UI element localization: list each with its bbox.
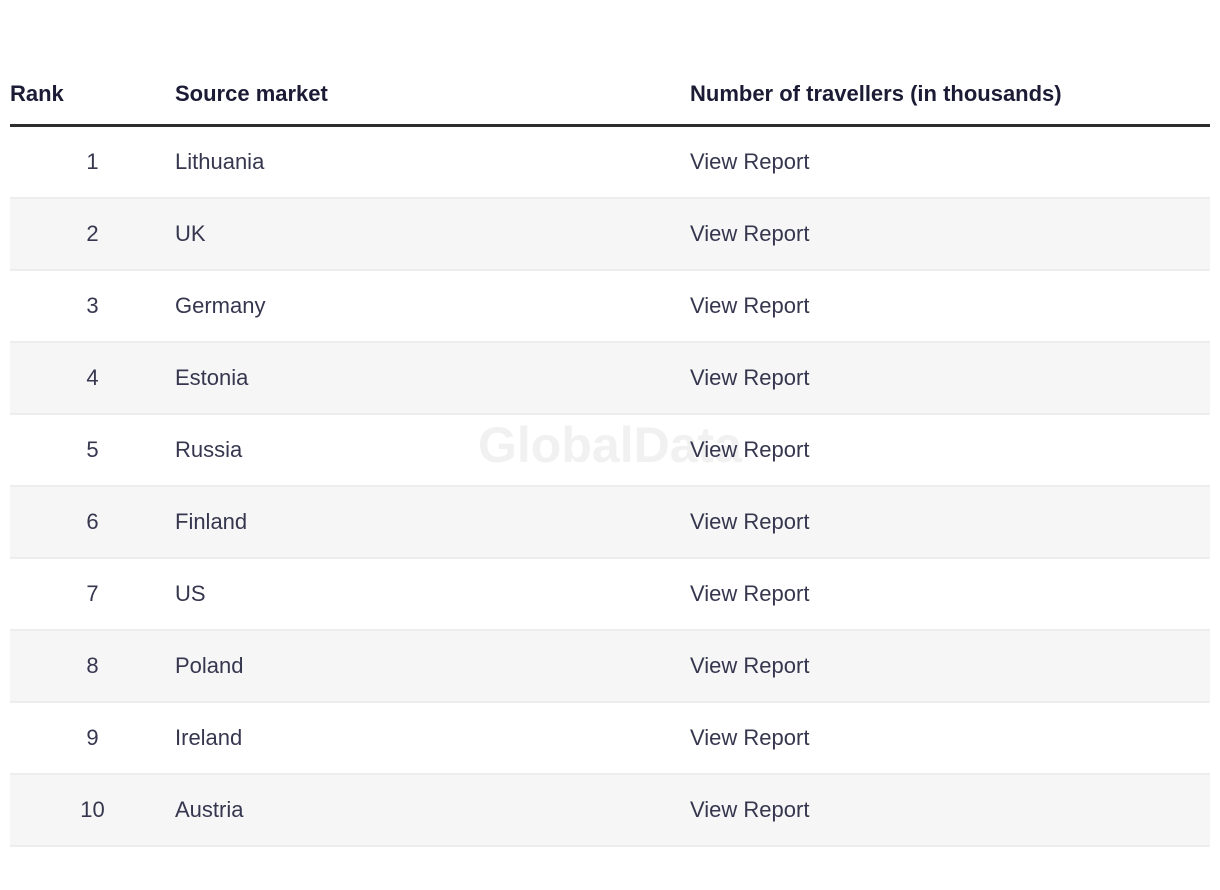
table-row: 9 Ireland View Report bbox=[10, 702, 1210, 775]
table-header-row: Rank Source market Number of travellers … bbox=[10, 64, 1210, 127]
travellers-cell: View Report bbox=[690, 486, 1210, 559]
view-report-link[interactable]: View Report bbox=[690, 221, 810, 246]
rank-cell: 7 bbox=[10, 558, 175, 631]
view-report-link[interactable]: View Report bbox=[690, 293, 810, 318]
market-cell: US bbox=[175, 558, 690, 631]
view-report-link[interactable]: View Report bbox=[690, 437, 810, 462]
column-header-number-of-travellers: Number of travellers (in thousands) bbox=[690, 64, 1210, 127]
market-cell: Ireland bbox=[175, 702, 690, 775]
travellers-cell: View Report bbox=[690, 774, 1210, 847]
rank-cell: 3 bbox=[10, 270, 175, 343]
travellers-cell: View Report bbox=[690, 198, 1210, 271]
table-row: 5 Russia View Report bbox=[10, 414, 1210, 487]
table-row: 8 Poland View Report bbox=[10, 630, 1210, 703]
view-report-link[interactable]: View Report bbox=[690, 149, 810, 174]
table-row: 1 Lithuania View Report bbox=[10, 125, 1210, 199]
rank-cell: 1 bbox=[10, 125, 175, 199]
column-header-source-market: Source market bbox=[175, 64, 690, 127]
table-row: 10 Austria View Report bbox=[10, 774, 1210, 847]
view-report-link[interactable]: View Report bbox=[690, 365, 810, 390]
travellers-cell: View Report bbox=[690, 630, 1210, 703]
market-cell: Germany bbox=[175, 270, 690, 343]
market-cell: Finland bbox=[175, 486, 690, 559]
travellers-cell: View Report bbox=[690, 702, 1210, 775]
view-report-link[interactable]: View Report bbox=[690, 581, 810, 606]
market-cell: Austria bbox=[175, 774, 690, 847]
table-header: Rank Source market Number of travellers … bbox=[10, 64, 1210, 127]
rank-cell: 4 bbox=[10, 342, 175, 415]
source-market-table: Rank Source market Number of travellers … bbox=[10, 64, 1210, 847]
market-cell: Russia bbox=[175, 414, 690, 487]
market-cell: UK bbox=[175, 198, 690, 271]
travellers-cell: View Report bbox=[690, 342, 1210, 415]
market-cell: Poland bbox=[175, 630, 690, 703]
view-report-link[interactable]: View Report bbox=[690, 797, 810, 822]
rank-cell: 2 bbox=[10, 198, 175, 271]
table-row: 6 Finland View Report bbox=[10, 486, 1210, 559]
table-row: 2 UK View Report bbox=[10, 198, 1210, 271]
table-row: 7 US View Report bbox=[10, 558, 1210, 631]
rank-cell: 8 bbox=[10, 630, 175, 703]
view-report-link[interactable]: View Report bbox=[690, 509, 810, 534]
market-cell: Estonia bbox=[175, 342, 690, 415]
rank-cell: 10 bbox=[10, 774, 175, 847]
view-report-link[interactable]: View Report bbox=[690, 725, 810, 750]
market-cell: Lithuania bbox=[175, 125, 690, 199]
table-row: 3 Germany View Report bbox=[10, 270, 1210, 343]
travellers-cell: View Report bbox=[690, 558, 1210, 631]
column-header-rank: Rank bbox=[10, 64, 175, 127]
rank-cell: 6 bbox=[10, 486, 175, 559]
table-row: 4 Estonia View Report bbox=[10, 342, 1210, 415]
travellers-cell: View Report bbox=[690, 270, 1210, 343]
rank-cell: 5 bbox=[10, 414, 175, 487]
table-body: 1 Lithuania View Report 2 UK View Report… bbox=[10, 125, 1210, 847]
travellers-cell: View Report bbox=[690, 414, 1210, 487]
rank-cell: 9 bbox=[10, 702, 175, 775]
view-report-link[interactable]: View Report bbox=[690, 653, 810, 678]
rank-table-container: Rank Source market Number of travellers … bbox=[10, 64, 1210, 847]
travellers-cell: View Report bbox=[690, 125, 1210, 199]
